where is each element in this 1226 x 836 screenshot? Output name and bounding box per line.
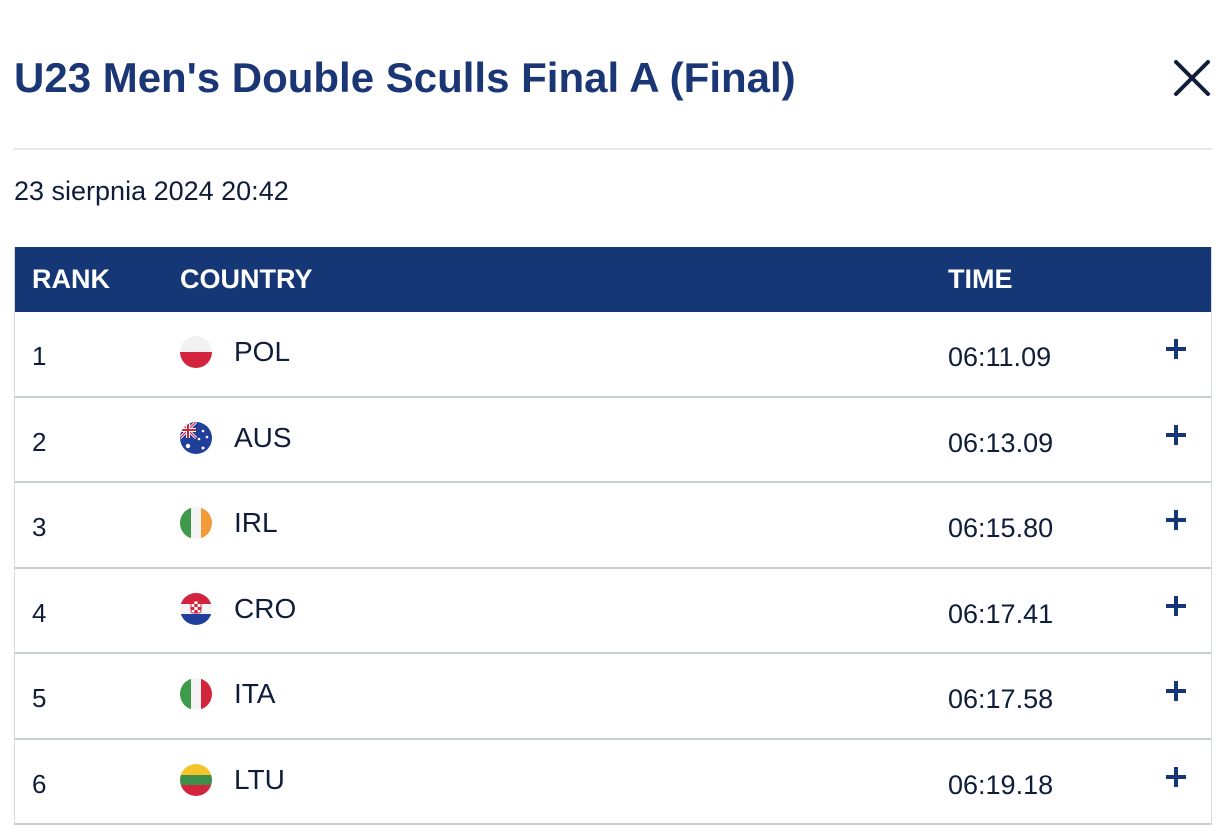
row-time: 06:11.09 [948,342,1052,372]
page-title: U23 Men's Double Sculls Final A (Final) [14,54,796,101]
row-rank: 6 [32,768,47,799]
expand-row-button[interactable] [1163,422,1189,448]
row-country: ITA [234,678,276,709]
row-country: AUS [234,421,292,453]
row-time: 06:19.18 [948,769,1054,800]
close-button[interactable] [1170,56,1214,100]
race-date: 23 sierpnia 2024 20:42 [14,176,289,206]
row-time: 06:15.80 [948,513,1054,543]
table-header: RANK COUNTRY TIME [15,247,1211,312]
flag-lithuania-icon [180,763,212,796]
row-time: 06:17.58 [948,684,1054,714]
column-header-rank: RANK [32,264,110,294]
plus-icon [1166,595,1186,616]
flag-australia-icon [180,421,212,454]
table-row: 4 CRO 06:17.41 [15,568,1211,654]
header-divider [14,148,1212,150]
expand-row-button[interactable] [1163,507,1189,533]
row-rank: 5 [32,683,47,713]
column-header-time: TIME [948,264,1013,294]
table-row: 1 POL 06:11.09 [15,312,1211,398]
row-rank: 1 [32,341,47,371]
expand-row-button[interactable] [1163,593,1189,619]
row-rank: 3 [32,512,47,542]
plus-icon [1166,681,1186,701]
row-time: 06:13.09 [948,427,1054,458]
table-row: 3 IRL 06:15.80 [15,483,1211,569]
expand-row-button[interactable] [1163,764,1189,790]
modal-header: U23 Men's Double Sculls Final A (Final) [14,48,1214,108]
plus-icon [1166,339,1186,359]
results-table: RANK COUNTRY TIME 1 POL 06:11.09 2 [14,247,1212,825]
close-icon [1174,60,1210,96]
plus-icon [1166,766,1186,787]
expand-row-button[interactable] [1163,678,1189,704]
row-rank: 4 [32,597,47,628]
plus-icon [1166,424,1186,445]
row-rank: 2 [32,426,47,457]
flag-ireland-icon [180,507,212,539]
flag-italy-icon [180,678,212,710]
plus-icon [1166,510,1186,530]
flag-croatia-icon [180,592,212,625]
row-country: IRL [234,507,278,538]
table-row: 2 AUS 06:13.09 [15,397,1211,483]
row-country: POL [234,336,291,367]
row-country: CRO [234,592,297,624]
column-header-country: COUNTRY [180,264,313,294]
table-row: 5 ITA 06:17.58 [15,654,1211,740]
row-country: LTU [234,763,285,795]
flag-poland-icon [180,336,212,368]
expand-row-button[interactable] [1163,336,1189,362]
row-time: 06:17.41 [948,598,1054,629]
table-row: 6 LTU 06:19.18 [15,739,1211,825]
